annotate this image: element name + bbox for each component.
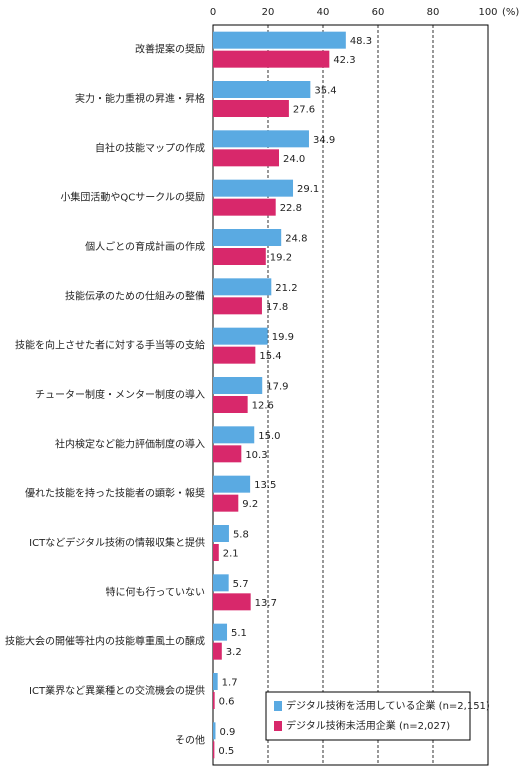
value-label: 24.8 (285, 234, 307, 245)
bar (213, 692, 215, 709)
x-tick-label: 0 (210, 7, 216, 18)
category-label: 小集団活動やQCサークルの奨励 (60, 191, 205, 204)
value-label: 9.2 (242, 499, 258, 510)
bar (213, 741, 215, 759)
value-label: 19.2 (270, 253, 292, 264)
legend-label: デジタル技術を活用している企業 (n=2,151) (286, 699, 490, 712)
bar (213, 475, 251, 493)
bar (213, 130, 309, 148)
category-label: 優れた技能を持った技能者の顕彰・報奨 (25, 487, 205, 500)
bar (213, 100, 289, 117)
value-label: 13.7 (255, 598, 277, 609)
category-label: 自社の技能マップの作成 (95, 141, 205, 154)
bar (213, 149, 279, 167)
bar (213, 642, 222, 660)
bar (213, 623, 228, 641)
value-label: 5.7 (233, 579, 249, 590)
category-label: 技能伝承のための仕組みの整備 (65, 289, 205, 302)
category-label: ICTなどデジタル技術の情報収集と提供 (29, 536, 205, 549)
bar (213, 426, 255, 444)
value-label: 27.6 (293, 105, 315, 116)
value-label: 34.9 (313, 135, 335, 146)
x-tick-label: 20 (262, 7, 275, 18)
bar (213, 445, 242, 463)
legend-swatch (274, 721, 282, 731)
bar (213, 278, 272, 296)
value-label: 24.0 (283, 154, 305, 165)
value-label: 5.8 (233, 530, 249, 541)
value-label: 13.5 (254, 480, 276, 491)
category-label: 改善提案の奨励 (135, 43, 205, 56)
value-label: 22.8 (280, 203, 302, 214)
value-label: 17.9 (266, 382, 288, 393)
x-tick-label: 40 (317, 7, 330, 18)
bar (213, 574, 229, 592)
value-label: 19.9 (272, 332, 294, 343)
bar (213, 248, 266, 265)
value-label: 17.8 (266, 302, 288, 313)
category-label: 実力・能力重視の昇進・昇格 (75, 92, 205, 105)
category-label: 技能を向上させた者に対する手当等の支給 (15, 339, 205, 352)
bar (213, 198, 276, 216)
category-label: 特に何も行っていない (106, 585, 206, 598)
value-label: 15.0 (258, 431, 280, 442)
bar (213, 327, 268, 345)
bar (213, 50, 330, 68)
bar (213, 179, 294, 197)
value-label: 35.4 (314, 86, 336, 97)
value-label: 5.1 (231, 628, 247, 639)
legend-box (265, 691, 471, 741)
value-label: 3.2 (226, 647, 242, 658)
category-label: 個人ごとの育成計画の作成 (85, 240, 205, 253)
legend-swatch (274, 701, 282, 711)
x-tick-label: 100 (478, 7, 497, 18)
value-label: 1.7 (222, 678, 238, 689)
bar (213, 494, 239, 512)
value-label: 48.3 (350, 36, 372, 47)
category-label: ICT業界など異業種との交流機会の提供 (29, 684, 205, 697)
bar (213, 81, 311, 98)
x-unit: (%) (502, 7, 519, 18)
bar (213, 396, 248, 413)
bar (213, 593, 251, 611)
bar (213, 722, 216, 740)
category-label: チューター制度・メンター制度の導入 (35, 388, 205, 401)
x-tick-label: 80 (427, 7, 440, 18)
value-label: 0.5 (218, 746, 234, 757)
bar (213, 31, 346, 49)
value-label: 21.2 (275, 283, 297, 294)
value-label: 29.1 (297, 184, 319, 195)
legend-label: デジタル技術未活用企業 (n=2,027) (286, 719, 450, 732)
bar (213, 525, 229, 542)
bar (213, 229, 282, 246)
value-label: 15.4 (259, 351, 281, 362)
value-label: 0.6 (219, 697, 235, 708)
category-label: 社内検定など能力評価制度の導入 (55, 437, 205, 450)
bar (213, 377, 263, 394)
category-label: その他 (175, 733, 205, 746)
plot-frame (212, 24, 489, 766)
value-label: 0.9 (219, 727, 235, 738)
value-label: 12.6 (252, 401, 274, 412)
x-tick-label: 60 (372, 7, 385, 18)
value-label: 42.3 (333, 55, 355, 66)
bar (213, 346, 256, 364)
bar (213, 673, 218, 690)
bar (213, 544, 219, 561)
category-label: 技能大会の開催等社内の技能尊重風土の醸成 (5, 635, 205, 648)
value-label: 10.3 (245, 450, 267, 461)
bar (213, 297, 262, 315)
value-label: 2.1 (223, 549, 239, 560)
